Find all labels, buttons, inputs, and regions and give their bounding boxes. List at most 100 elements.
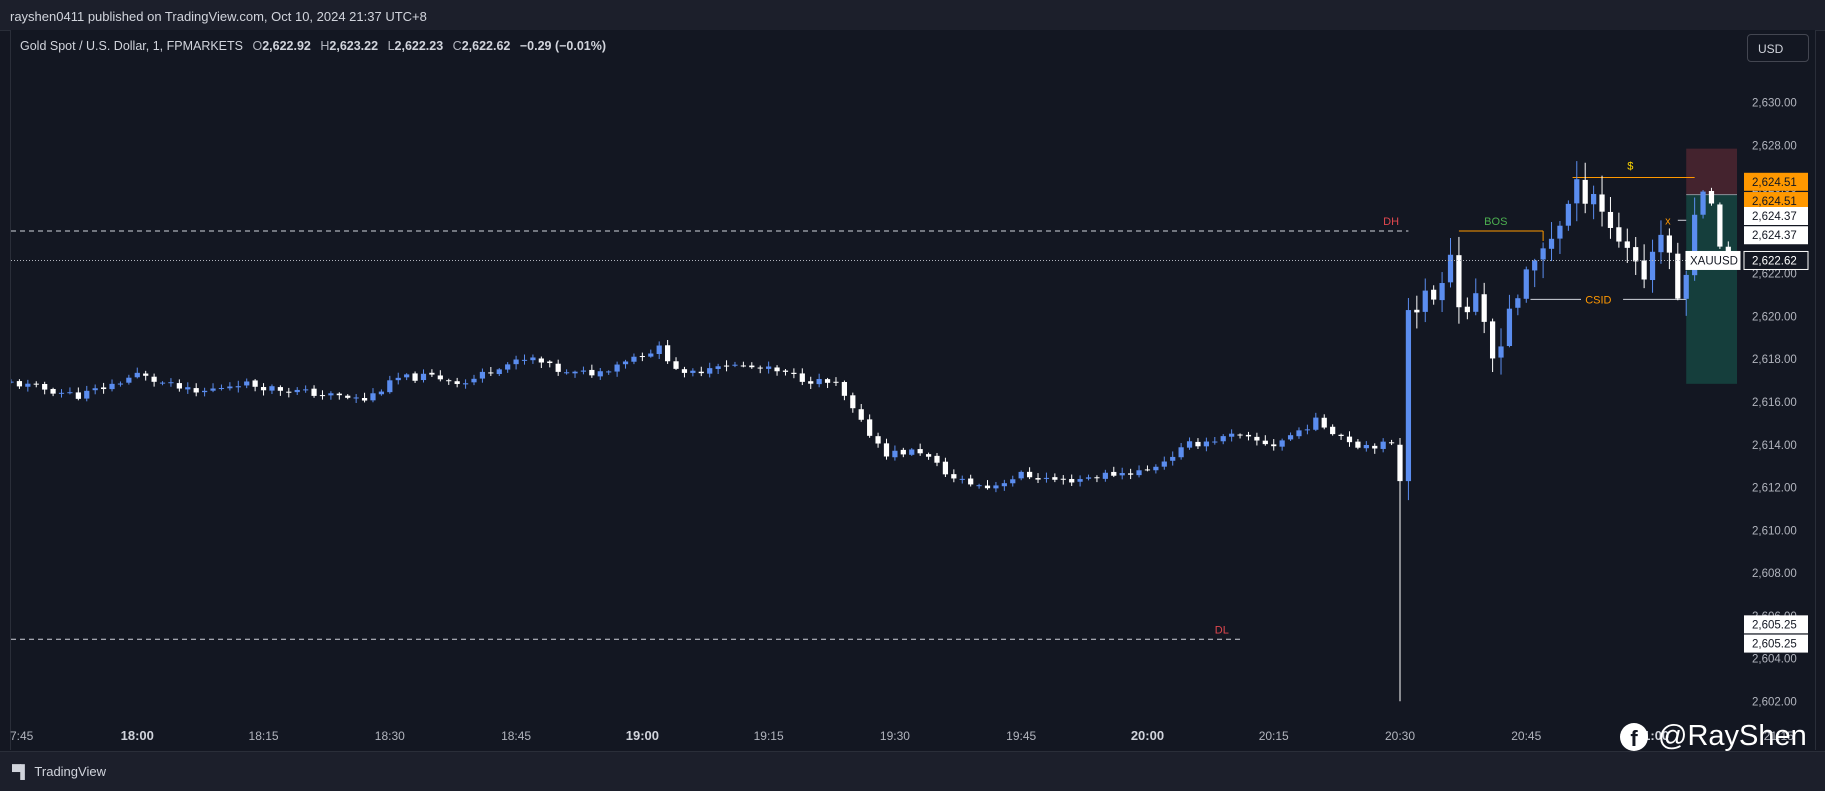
currency-button[interactable]: USD bbox=[1747, 34, 1809, 62]
candle-body bbox=[1237, 434, 1243, 436]
close-label: C bbox=[452, 39, 462, 53]
candle-body bbox=[1313, 417, 1319, 430]
candle-body bbox=[1506, 308, 1513, 347]
candle-body bbox=[378, 391, 385, 395]
candle-body bbox=[757, 367, 763, 369]
change-value: −0.29 (−0.01%) bbox=[519, 39, 607, 53]
price-tag-label: 2,624.37 bbox=[1752, 211, 1797, 223]
candle-body bbox=[16, 381, 23, 387]
candle-body bbox=[1523, 269, 1529, 299]
candle-body bbox=[1607, 211, 1614, 228]
candle-body bbox=[462, 383, 469, 385]
candle-body bbox=[126, 377, 132, 383]
y-tick-label: 2,618.00 bbox=[1752, 354, 1797, 366]
y-tick-label: 2,602.00 bbox=[1752, 696, 1797, 708]
candle-body bbox=[1203, 441, 1209, 447]
candle-body bbox=[1186, 441, 1193, 448]
candle-body bbox=[1692, 214, 1698, 276]
y-tick-label: 2,608.00 bbox=[1752, 568, 1797, 580]
candle-body bbox=[1388, 442, 1395, 444]
low-label: L bbox=[387, 39, 395, 53]
candle-body bbox=[824, 379, 831, 383]
bos-label: BOS bbox=[1484, 216, 1507, 228]
candle-body bbox=[1338, 434, 1344, 436]
candle-body bbox=[1582, 179, 1588, 204]
facebook-icon: f bbox=[1620, 722, 1648, 751]
candle-body bbox=[715, 366, 721, 369]
candle-body bbox=[1708, 190, 1715, 204]
y-tick-label: 2,630.00 bbox=[1752, 98, 1797, 110]
candle-body bbox=[185, 387, 191, 390]
symbol-legend: Gold Spot / U.S. Dollar, 1, FPMARKETS O2… bbox=[20, 39, 606, 53]
candle-body bbox=[1439, 283, 1445, 301]
candle-body bbox=[319, 395, 326, 397]
tradingview-brand[interactable]: ▀▌ TradingView bbox=[12, 764, 106, 779]
candle-body bbox=[917, 449, 923, 454]
brand-label: TradingView bbox=[34, 764, 106, 779]
candle-body bbox=[471, 378, 477, 383]
candle-body bbox=[1666, 235, 1672, 253]
candle-body bbox=[1220, 436, 1226, 442]
candle-body bbox=[1144, 469, 1151, 471]
candle-body bbox=[656, 345, 662, 355]
dl-label: DL bbox=[1215, 624, 1229, 636]
candle-body bbox=[387, 380, 393, 393]
candle-body bbox=[968, 478, 974, 485]
price-tag-label: 2,624.51 bbox=[1752, 177, 1797, 189]
y-tick-label: 2,604.00 bbox=[1752, 654, 1797, 666]
candle-body bbox=[1725, 246, 1731, 253]
candle-body bbox=[622, 361, 629, 365]
x-tick-label: 18:30 bbox=[375, 729, 405, 743]
candle-body bbox=[1473, 293, 1479, 312]
candle-body bbox=[1355, 441, 1361, 448]
candle-body bbox=[210, 388, 216, 391]
candle-body bbox=[437, 375, 443, 380]
price-tag bbox=[1744, 634, 1808, 653]
current-price-label: 2,622.62 bbox=[1752, 255, 1797, 267]
candle-body bbox=[1422, 290, 1428, 312]
candle-body bbox=[1212, 441, 1218, 443]
candle-body bbox=[530, 357, 536, 361]
candle-body bbox=[555, 363, 561, 372]
close-value: 2,622.62 bbox=[461, 39, 511, 53]
x-tick-label: 19:45 bbox=[1006, 729, 1036, 743]
x-tick-label: 20:30 bbox=[1385, 729, 1415, 743]
candle-body bbox=[1296, 430, 1302, 437]
candle-body bbox=[799, 373, 805, 382]
candle-body bbox=[1229, 433, 1235, 437]
candle-body bbox=[1153, 466, 1159, 471]
candles-group bbox=[11, 161, 1737, 702]
price-tag bbox=[1744, 226, 1808, 245]
candle-body bbox=[33, 383, 39, 385]
candle-body bbox=[1136, 470, 1142, 476]
current-price-tag bbox=[1743, 250, 1809, 270]
candle-body bbox=[92, 388, 98, 391]
candle-body bbox=[168, 382, 174, 384]
candle-body bbox=[42, 384, 48, 390]
dh-label: DH bbox=[1383, 216, 1399, 228]
candle-body bbox=[1330, 426, 1336, 435]
candle-body bbox=[244, 381, 250, 386]
candle-body bbox=[740, 365, 746, 367]
candle-body bbox=[75, 392, 81, 399]
y-tick-label: 2,610.00 bbox=[1752, 525, 1797, 537]
tradingview-logo-icon: ▀▌ bbox=[12, 764, 29, 779]
low-value: 2,622.23 bbox=[394, 39, 444, 53]
candle-body bbox=[159, 382, 166, 384]
candle-body bbox=[547, 361, 553, 364]
y-tick-label: 2,616.00 bbox=[1752, 397, 1797, 409]
candle-body bbox=[1591, 194, 1597, 205]
candle-body bbox=[505, 364, 511, 370]
candle-body bbox=[395, 377, 401, 381]
candle-body bbox=[1540, 248, 1546, 260]
candle-body bbox=[353, 397, 359, 399]
open-label: O bbox=[252, 39, 263, 53]
x-tick-label: 7:45 bbox=[10, 729, 34, 743]
candle-body bbox=[1624, 241, 1630, 248]
x-tick-label: 20:00 bbox=[1131, 728, 1164, 743]
candle-body bbox=[723, 365, 730, 367]
chart-frame bbox=[10, 30, 1816, 750]
sweep-label: $ bbox=[1627, 161, 1633, 173]
candle-body bbox=[1060, 478, 1066, 480]
